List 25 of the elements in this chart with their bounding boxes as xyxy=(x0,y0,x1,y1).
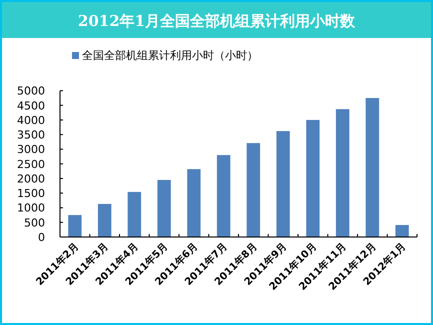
y-tick-label: 1000 xyxy=(17,202,45,215)
bar xyxy=(187,169,201,237)
y-tick-label: 2000 xyxy=(17,172,45,186)
chart-title: 2012年1月全国全部机组累计利用小时数 xyxy=(78,12,356,30)
legend-label: 全国全部机组累计利用小时（小时） xyxy=(82,49,258,62)
y-tick-label: 4500 xyxy=(17,99,45,112)
y-tick-label: 1500 xyxy=(17,187,45,200)
y-tick-label: 2500 xyxy=(17,158,45,171)
y-tick-label: 500 xyxy=(24,216,45,230)
y-tick-label: 4000 xyxy=(17,114,45,127)
bar xyxy=(157,180,171,237)
y-tick-label: 3000 xyxy=(17,143,45,156)
bar xyxy=(128,192,142,237)
y-tick-label: 3500 xyxy=(17,128,45,142)
bar xyxy=(306,120,320,237)
bar xyxy=(98,204,112,237)
y-tick-label: 5000 xyxy=(17,84,45,98)
y-tick-label: 0 xyxy=(38,231,45,244)
bar xyxy=(366,98,380,237)
bar xyxy=(246,143,260,237)
bar xyxy=(395,225,409,237)
bar xyxy=(216,155,230,237)
bar xyxy=(336,109,350,237)
bar xyxy=(68,215,82,237)
bar xyxy=(276,131,290,237)
